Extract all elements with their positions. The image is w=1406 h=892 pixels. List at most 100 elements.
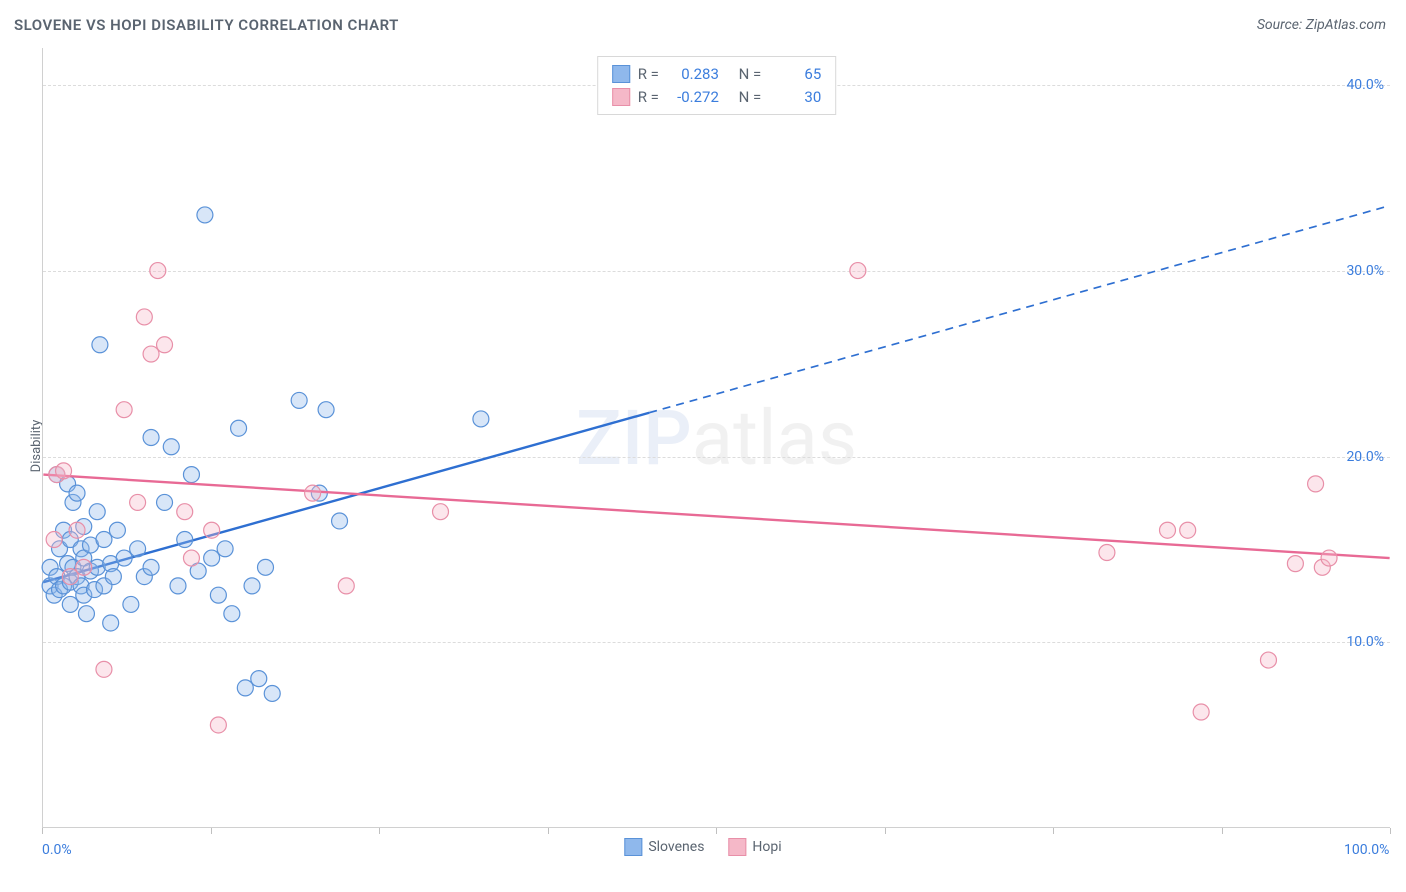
stat-r-label-1: R = — [638, 86, 659, 109]
legend-label-hopi: Hopi — [752, 839, 781, 855]
xtick-label-max: 100.0% — [1344, 842, 1389, 858]
chart-source: Source: ZipAtlas.com — [1257, 17, 1386, 33]
data-point-hopi — [69, 522, 85, 538]
data-point-hopi — [150, 263, 166, 279]
legend-item-hopi: Hopi — [728, 838, 781, 856]
xtick — [379, 828, 380, 834]
data-point-slovenes — [177, 532, 193, 548]
data-point-hopi — [143, 346, 159, 362]
data-point-slovenes — [69, 485, 85, 501]
data-point-hopi — [62, 569, 78, 585]
data-point-slovenes — [473, 411, 489, 427]
stat-r-label-0: R = — [638, 63, 659, 86]
data-point-hopi — [1308, 476, 1324, 492]
data-point-slovenes — [291, 392, 307, 408]
legend-label-slovenes: Slovenes — [648, 839, 704, 855]
data-point-slovenes — [237, 680, 253, 696]
data-point-slovenes — [332, 513, 348, 529]
data-point-slovenes — [103, 615, 119, 631]
trendline-hopi — [43, 475, 1389, 558]
data-point-hopi — [183, 550, 199, 566]
data-point-hopi — [1321, 550, 1337, 566]
data-point-hopi — [96, 661, 112, 677]
stats-row-slovenes: R = 0.283 N = 65 — [612, 63, 822, 86]
data-point-slovenes — [258, 559, 274, 575]
data-point-hopi — [46, 532, 62, 548]
data-point-hopi — [210, 717, 226, 733]
data-point-slovenes — [109, 522, 125, 538]
xtick — [1390, 828, 1391, 834]
xtick-label-min: 0.0% — [42, 842, 72, 858]
data-point-hopi — [1260, 652, 1276, 668]
xtick — [1222, 828, 1223, 834]
data-point-slovenes — [89, 504, 105, 520]
data-point-slovenes — [92, 337, 108, 353]
data-point-hopi — [850, 263, 866, 279]
stat-n-label-0: N = — [739, 63, 762, 86]
data-point-slovenes — [96, 532, 112, 548]
data-point-slovenes — [105, 569, 121, 585]
data-point-slovenes — [157, 494, 173, 510]
data-point-slovenes — [204, 550, 220, 566]
data-point-hopi — [157, 337, 173, 353]
chart-title: SLOVENE VS HOPI DISABILITY CORRELATION C… — [14, 16, 399, 34]
data-point-slovenes — [130, 541, 146, 557]
data-point-slovenes — [78, 606, 94, 622]
data-point-slovenes — [183, 467, 199, 483]
data-point-hopi — [136, 309, 152, 325]
bottom-legend: Slovenes Hopi — [624, 838, 781, 856]
data-point-slovenes — [251, 671, 267, 687]
scatter-svg — [43, 48, 1390, 827]
data-point-slovenes — [217, 541, 233, 557]
stat-n-val-1: 30 — [769, 86, 821, 109]
stats-row-hopi: R = -0.272 N = 30 — [612, 86, 822, 109]
data-point-slovenes — [210, 587, 226, 603]
data-point-slovenes — [62, 596, 78, 612]
legend-swatch-hopi — [728, 838, 746, 856]
data-point-slovenes — [163, 439, 179, 455]
data-point-hopi — [305, 485, 321, 501]
data-point-slovenes — [224, 606, 240, 622]
chart-header: SLOVENE VS HOPI DISABILITY CORRELATION C… — [14, 16, 1386, 34]
data-point-hopi — [1180, 522, 1196, 538]
swatch-hopi — [612, 88, 630, 106]
xtick — [211, 828, 212, 834]
data-point-slovenes — [170, 578, 186, 594]
data-point-hopi — [76, 559, 92, 575]
stat-r-val-1: -0.272 — [667, 86, 719, 109]
data-point-slovenes — [143, 430, 159, 446]
data-point-slovenes — [116, 550, 132, 566]
correlation-stats-box: R = 0.283 N = 65 R = -0.272 N = 30 — [597, 56, 837, 115]
data-point-hopi — [1160, 522, 1176, 538]
data-point-hopi — [1287, 556, 1303, 572]
stat-r-val-0: 0.283 — [667, 63, 719, 86]
xtick — [716, 828, 717, 834]
data-point-hopi — [433, 504, 449, 520]
swatch-slovenes — [612, 65, 630, 83]
data-point-slovenes — [231, 420, 247, 436]
data-point-hopi — [130, 494, 146, 510]
data-point-slovenes — [123, 596, 139, 612]
trendline-dashed-slovenes — [649, 206, 1389, 413]
legend-swatch-slovenes — [624, 838, 642, 856]
data-point-hopi — [1193, 704, 1209, 720]
data-point-hopi — [338, 578, 354, 594]
legend-item-slovenes: Slovenes — [624, 838, 704, 856]
xtick — [548, 828, 549, 834]
data-point-hopi — [177, 504, 193, 520]
data-point-hopi — [56, 463, 72, 479]
xtick — [1053, 828, 1054, 834]
data-point-hopi — [204, 522, 220, 538]
xtick — [885, 828, 886, 834]
xtick — [42, 828, 43, 834]
data-point-slovenes — [318, 402, 334, 418]
stat-n-label-1: N = — [739, 86, 762, 109]
chart-plot-area: ZIPatlas 10.0%20.0%30.0%40.0% R = 0.283 … — [42, 48, 1390, 828]
data-point-hopi — [116, 402, 132, 418]
data-point-hopi — [1099, 545, 1115, 561]
data-point-slovenes — [244, 578, 260, 594]
stat-n-val-0: 65 — [769, 63, 821, 86]
data-point-slovenes — [264, 685, 280, 701]
data-point-slovenes — [143, 559, 159, 575]
data-point-slovenes — [197, 207, 213, 223]
